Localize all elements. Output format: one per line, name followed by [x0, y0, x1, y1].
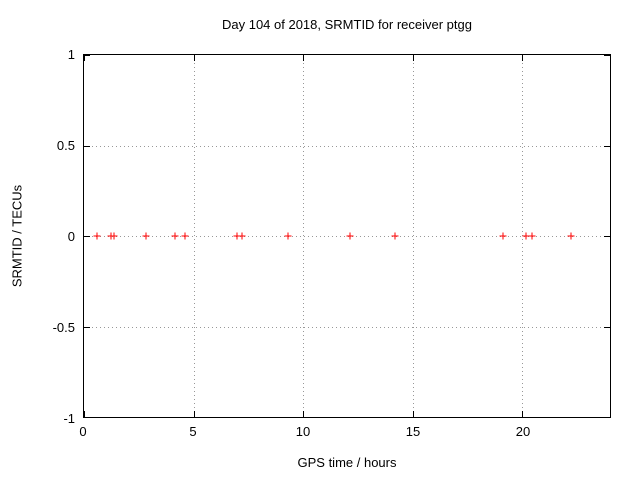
data-point-marker [499, 232, 507, 240]
tick-mark-x-bottom [522, 411, 524, 417]
x-tick-label: 5 [189, 424, 197, 439]
gridline-horizontal [84, 145, 610, 147]
x-tick-label: 20 [515, 424, 531, 439]
tick-mark-y-left [84, 145, 90, 147]
tick-mark-y-right [604, 326, 610, 328]
tick-mark-x-top [522, 55, 524, 61]
tick-mark-y-left [84, 55, 90, 56]
data-point-marker [142, 232, 150, 240]
tick-mark-x-top [84, 55, 85, 61]
data-point-marker [238, 232, 246, 240]
y-tick-label: -1 [63, 411, 75, 426]
data-point-marker [284, 232, 292, 240]
y-tick-label: 0 [67, 229, 75, 244]
tick-mark-y-left [84, 417, 90, 418]
y-tick-label: 1 [67, 47, 75, 62]
gridline-horizontal [84, 326, 610, 328]
tick-mark-x-bottom [84, 411, 85, 417]
data-point-marker [93, 232, 101, 240]
data-point-marker [567, 232, 575, 240]
y-tick-label: -0.5 [52, 320, 75, 335]
x-tick-label: 0 [79, 424, 87, 439]
tick-mark-y-right [604, 236, 610, 237]
tick-mark-y-right [604, 145, 610, 147]
tick-mark-x-top [193, 55, 195, 61]
tick-mark-y-right [604, 55, 610, 56]
data-point-marker [233, 232, 241, 240]
data-point-marker [171, 232, 179, 240]
data-point-marker [391, 232, 399, 240]
data-point-marker [110, 232, 118, 240]
x-axis-label: GPS time / hours [297, 455, 397, 470]
data-point-marker [181, 232, 189, 240]
tick-mark-x-bottom [303, 411, 305, 417]
plot-area [83, 54, 611, 418]
x-tick-label: 10 [295, 424, 311, 439]
x-tick-label: 15 [405, 424, 421, 439]
tick-mark-y-left [84, 236, 90, 237]
data-point-marker [522, 232, 530, 240]
y-tick-label: 0.5 [56, 138, 75, 153]
data-point-marker [346, 232, 354, 240]
tick-mark-y-left [84, 326, 90, 328]
chart-title: Day 104 of 2018, SRMTID for receiver ptg… [221, 17, 472, 32]
tick-mark-x-bottom [193, 411, 195, 417]
tick-mark-x-top [303, 55, 305, 61]
data-point-marker [528, 232, 536, 240]
tick-mark-x-top [412, 55, 414, 61]
tick-mark-y-right [604, 417, 610, 418]
tick-mark-x-bottom [412, 411, 414, 417]
